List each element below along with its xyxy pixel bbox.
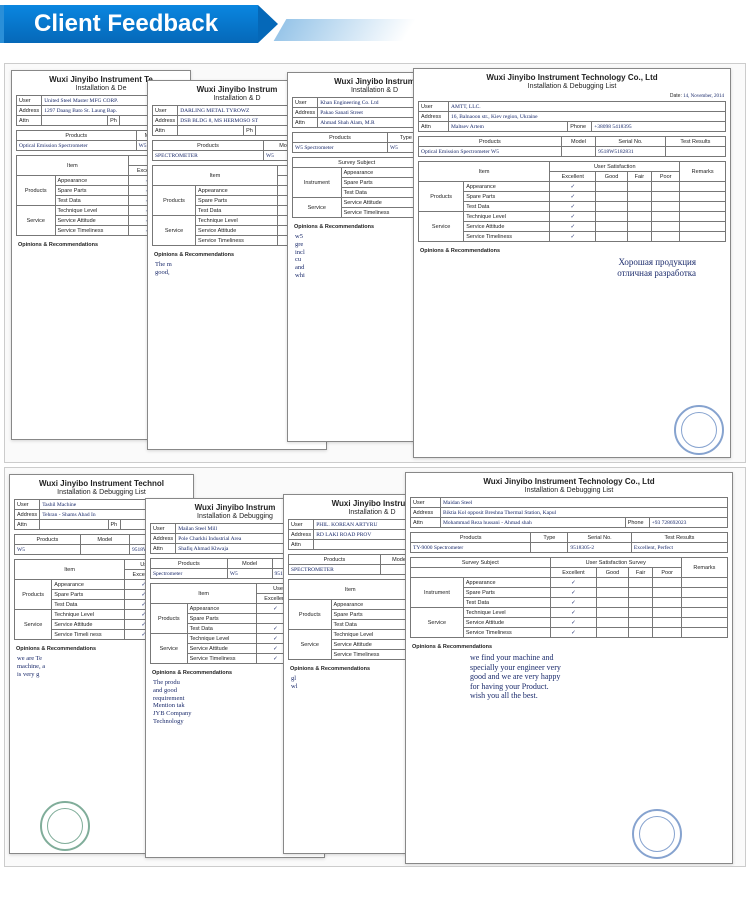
date: Date: 14, November, 2014: [414, 93, 730, 101]
feedback-form-4: Wuxi Jinyibo Instrument Technology Co., …: [413, 68, 731, 458]
banner-text: Client Feedback: [0, 5, 258, 43]
feedback-row-1: Wuxi Jinyibo Instrument Te Installation …: [4, 63, 746, 463]
feedback-form-8: Wuxi Jinyibo Instrument Technology Co., …: [405, 472, 733, 864]
feedback-row-2: Wuxi Jinyibo Instrument Technol Installa…: [4, 467, 746, 867]
banner-fade: [274, 19, 417, 41]
stamp-icon: [632, 809, 682, 859]
stamp-icon: [40, 801, 90, 851]
company-title: Wuxi Jinyibo Instrument Technology Co., …: [414, 69, 730, 83]
form-subtitle: Installation & Debugging List: [414, 83, 730, 93]
banner: Client Feedback: [0, 5, 750, 43]
stamp-icon: [674, 405, 724, 455]
opinions-box: Хорошая продукция отличная разработка: [418, 255, 726, 335]
